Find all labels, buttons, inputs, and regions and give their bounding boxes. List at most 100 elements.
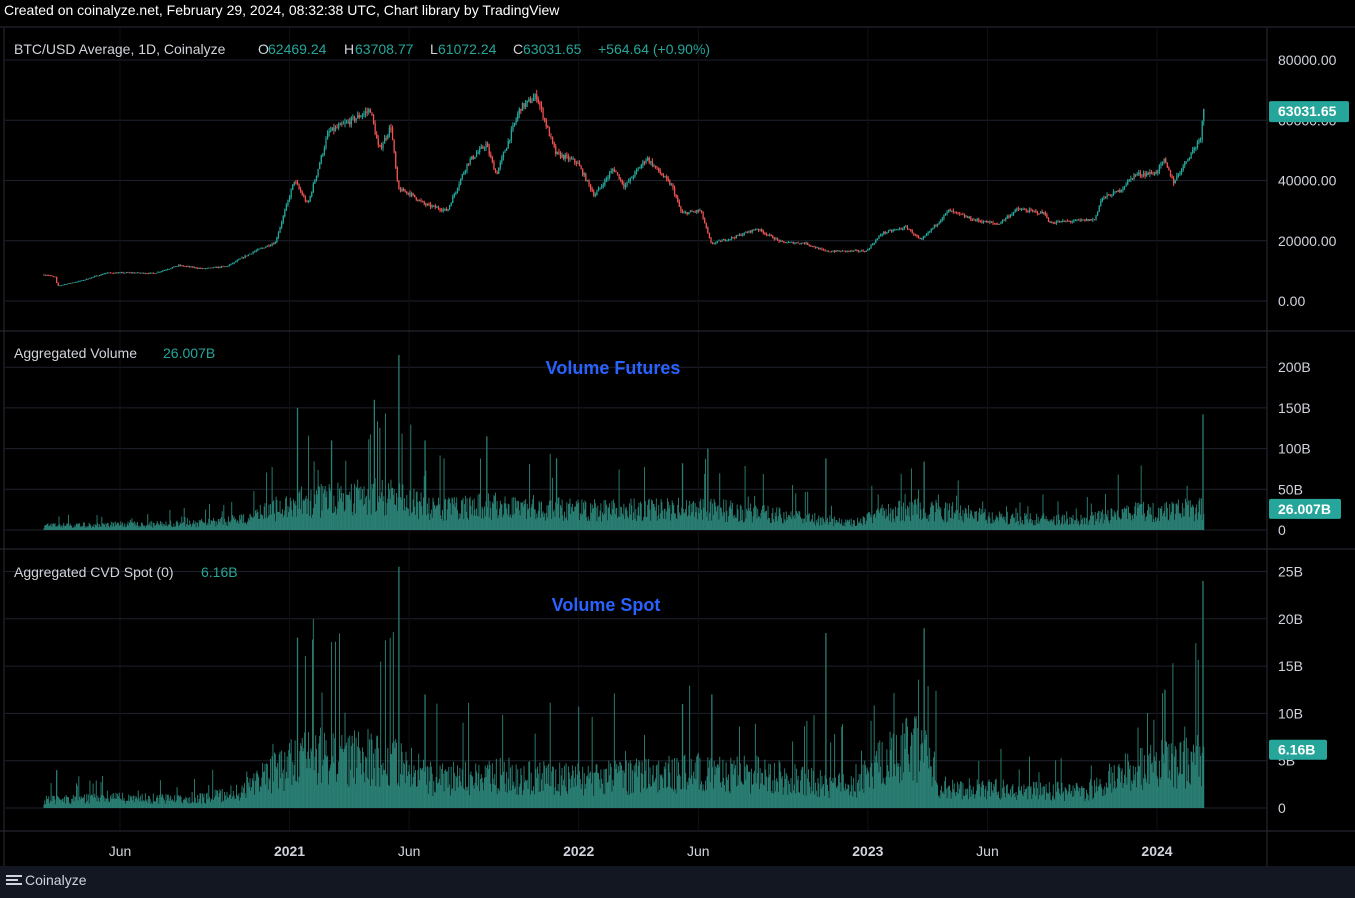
futures-volume-bar [223, 504, 225, 530]
price-pane[interactable]: BTC/USD Average, 1D, Coinalyze O 62469.2… [14, 41, 1205, 287]
price-candle [588, 180, 590, 185]
futures-volume-bar [313, 461, 315, 530]
price-candle [355, 118, 357, 121]
spot-volume-bar [405, 751, 407, 808]
futures-volume-bar [978, 512, 980, 530]
futures-volume-bar [875, 517, 877, 530]
spot-volume-bar [409, 774, 411, 808]
price-candle [395, 152, 397, 168]
spot-volume-bar [247, 777, 249, 808]
spot-volume-bar [384, 770, 386, 808]
futures-volume-bar [1109, 520, 1111, 530]
futures-volume-bar [950, 518, 952, 530]
spot-volume-bar [1034, 782, 1036, 808]
futures-volume-bar [1075, 508, 1077, 530]
price-candle [214, 267, 216, 268]
spot-volume-bar [205, 793, 207, 808]
futures-volume-bar [1184, 516, 1186, 530]
spot-volume-bar [1040, 782, 1042, 808]
price-candle [1046, 214, 1048, 219]
futures-volume-bar [265, 517, 267, 530]
price-candle [715, 242, 717, 244]
time-tick-label: Jun [109, 843, 132, 859]
futures-volume-bar [572, 511, 574, 530]
price-candle [198, 268, 200, 269]
spot-volume-bar [119, 798, 121, 808]
futures-volume-bar [814, 512, 816, 530]
futures-volume-bar [516, 508, 518, 530]
futures-volume-bar [552, 511, 554, 530]
spot-volume-bar [90, 795, 92, 808]
spot-volume-bar [351, 735, 353, 808]
spot-volume-bar [723, 777, 725, 808]
spot-volume-bar [266, 763, 268, 808]
spot-volume-peak-bar [424, 694, 426, 808]
price-candle [808, 244, 810, 246]
futures-volume-bar [1082, 518, 1084, 530]
futures-volume-bar [116, 523, 118, 530]
spot-volume-bar [708, 760, 710, 808]
futures-volume-bar [232, 514, 233, 530]
spot-volume-bar [860, 774, 862, 808]
price-candle [556, 151, 558, 155]
futures-volume-bar [1131, 515, 1133, 530]
futures-volume-bar [470, 505, 472, 530]
futures-volume-bar [666, 498, 668, 530]
futures-volume-bar [454, 507, 456, 530]
spot-volume-bar [1139, 766, 1141, 808]
futures-volume-bar [277, 511, 279, 530]
futures-volume-bar [1191, 506, 1193, 530]
price-candle [319, 163, 321, 170]
futures-volume-bar [182, 521, 184, 530]
spot-volume-bar [366, 777, 368, 808]
price-candle [843, 250, 845, 252]
spot-volume-bar [261, 777, 263, 808]
futures-volume-bar [678, 512, 680, 530]
futures-volume-bar [774, 512, 776, 530]
futures-volume-bar [842, 525, 844, 530]
price-candle [913, 233, 915, 235]
spot-volume-bar [1157, 778, 1159, 808]
futures-volume-bar [877, 494, 879, 530]
spot-volume-bar [505, 791, 507, 808]
spot-volume-bar [949, 790, 951, 808]
futures-volume-bar [979, 514, 981, 530]
price-candle [201, 268, 204, 270]
spot-volume-bar [672, 788, 674, 808]
coinalyze-logo[interactable]: Coinalyze [6, 872, 86, 888]
spot-volume-bar [579, 771, 580, 808]
spot-volume-bar [396, 784, 398, 808]
spot-volume-pane[interactable]: Aggregated CVD Spot (0) 6.16B Volume Spo… [14, 564, 1205, 808]
spot-volume-bar [1008, 792, 1010, 808]
spot-volume-bar [276, 768, 278, 808]
spot-volume-bar [759, 768, 761, 808]
price-candle [797, 242, 799, 244]
spot-volume-bar [315, 735, 317, 808]
spot-volume-bar [1051, 795, 1053, 808]
price-axis[interactable]: 80000.0060000.0040000.0020000.000.006303… [1269, 52, 1349, 816]
price-candle [507, 140, 509, 149]
spot-volume-bar [108, 802, 110, 808]
futures-volume-bar [153, 522, 155, 530]
ohlc-c-label: C [513, 41, 523, 57]
spot-volume-bar [952, 789, 954, 808]
spot-volume-bar [1086, 789, 1087, 808]
price-candle [650, 161, 652, 163]
futures-volume-bar [1118, 516, 1120, 530]
spot-volume-bar [586, 775, 588, 808]
spot-volume-bar [1198, 776, 1200, 808]
futures-volume-bar [541, 501, 542, 530]
futures-volume-bar [363, 486, 365, 530]
spot-volume-bar [508, 757, 510, 808]
spot-volume-bar [74, 796, 76, 808]
time-axis[interactable]: Jun 2021 Jun 2022 Jun 2023 Jun 2024 [109, 843, 1173, 859]
futures-volume-pane[interactable]: Aggregated Volume 26.007B Volume Futures [14, 345, 1205, 530]
spot-volume-bar [848, 784, 850, 808]
price-candle [189, 266, 191, 268]
futures-volume-bar [1102, 523, 1104, 530]
spot-volume-bar [369, 785, 371, 808]
spot-volume-bar [441, 769, 443, 808]
futures-volume-bar [84, 527, 86, 530]
futures-volume-bar [918, 518, 920, 530]
